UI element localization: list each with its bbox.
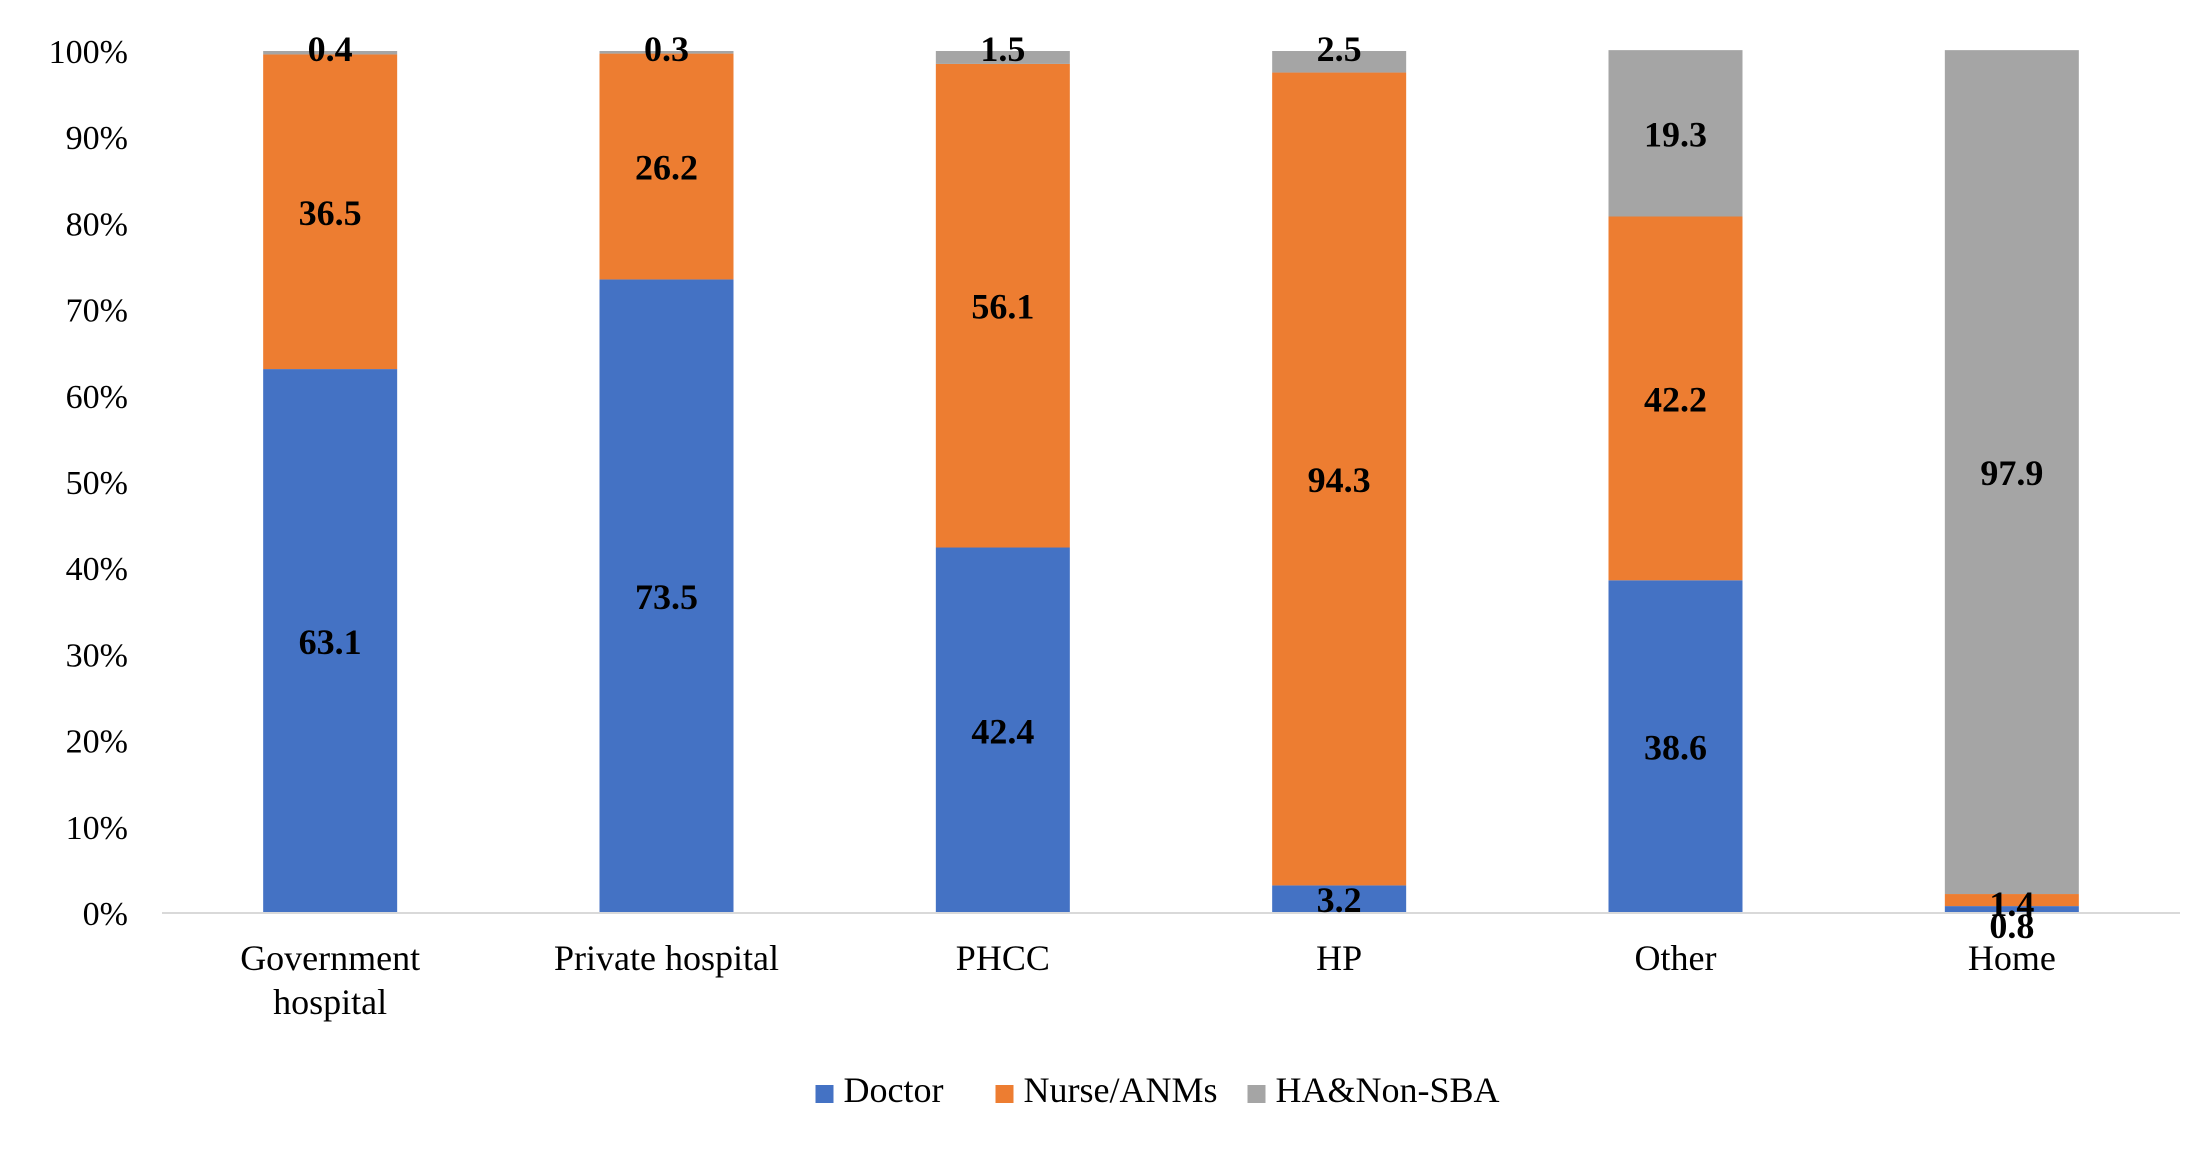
bar-segment-nurse-anms [1272,72,1407,886]
y-axis: 0% 10% 20% 30% 40% 50% 60% 70% 80% 90% 100% [49,34,128,933]
data-label: 3.2 [1317,880,1362,920]
bar-segment-doctor [263,369,398,913]
data-label: 97.9 [1980,453,2043,493]
bar-segment-ha-non-sba [935,51,1070,64]
bar-segment-doctor [1608,580,1743,913]
legend-item-ha-non-sba: HA&Non-SBA [1247,1070,1500,1110]
data-label: 1.5 [980,29,1025,69]
legend-item-doctor: Doctor [815,1070,944,1110]
bar-segment-ha-non-sba [1272,51,1407,73]
bar-segment-ha-non-sba [1944,50,2079,895]
bar-segment-nurse-anms [599,53,734,280]
bar-segment-nurse-anms [1944,894,2079,907]
legend-swatch [995,1085,1014,1103]
bar-segment-ha-non-sba [599,51,734,54]
legend-label: HA&Non-SBA [1276,1070,1500,1110]
y-tick-label: 50% [66,465,128,502]
x-tick-label: Private hospital [554,938,779,978]
x-tick-label: Other [1635,938,1717,978]
bar-segment-nurse-anms [1608,216,1743,581]
data-label: 2.5 [1317,29,1362,69]
x-tick-label: Home [1968,938,2056,978]
data-label: 38.6 [1644,728,1707,768]
y-tick-label: 60% [66,379,128,416]
data-label: 73.5 [635,577,698,617]
legend-swatch [815,1085,834,1103]
legend-label: Doctor [844,1070,944,1110]
bar-segment-ha-non-sba [263,51,398,55]
data-label: 19.3 [1644,114,1707,154]
y-tick-label: 0% [83,896,128,933]
y-tick-label: 90% [66,120,128,157]
y-tick-label: 30% [66,637,128,674]
data-label: 1.4 [1989,884,2034,924]
y-tick-label: 20% [66,724,128,761]
bar-segment-ha-non-sba [1608,50,1743,217]
x-tick-label: Government hospital [240,938,420,1022]
bar-segment-doctor [935,547,1070,913]
data-label: 56.1 [971,287,1034,327]
bar-segment-doctor [1944,906,2079,913]
data-label: 0.8 [1989,906,2034,946]
x-axis: Government hospital Private hospital PHCC HP… [240,938,2056,1022]
y-tick-label: 80% [66,206,128,243]
bar-segment-doctor [599,279,734,913]
x-tick-label: HP [1316,938,1362,978]
bar-segment-doctor [1272,885,1407,913]
bar-segment-nurse-anms [263,54,398,370]
legend: Doctor Nurse/ANMs HA&Non-SBA [815,1070,1500,1110]
data-label: 26.2 [635,148,698,188]
data-label: 63.1 [299,622,362,662]
y-tick-label: 100% [49,34,128,71]
data-label: 0.4 [308,29,353,69]
y-tick-label: 70% [66,293,128,330]
bar-segment-nurse-anms [935,63,1070,548]
data-labels: 63.1 36.5 0.4 73.5 26.2 0.3 42.4 56.1 1.5 3.2 94.3… [299,29,2044,946]
legend-swatch [1247,1085,1266,1103]
y-tick-label: 10% [66,810,128,847]
legend-label: Nurse/ANMs [1024,1070,1218,1110]
y-tick-label: 40% [66,551,128,588]
data-label: 42.2 [1644,379,1707,419]
data-label: 94.3 [1308,460,1371,500]
x-tick-label: PHCC [956,938,1050,978]
legend-item-nurse-anms: Nurse/ANMs [995,1070,1218,1110]
data-label: 0.3 [644,29,689,69]
data-label: 42.4 [971,711,1034,751]
bars [263,50,2079,913]
data-label: 36.5 [299,193,362,233]
